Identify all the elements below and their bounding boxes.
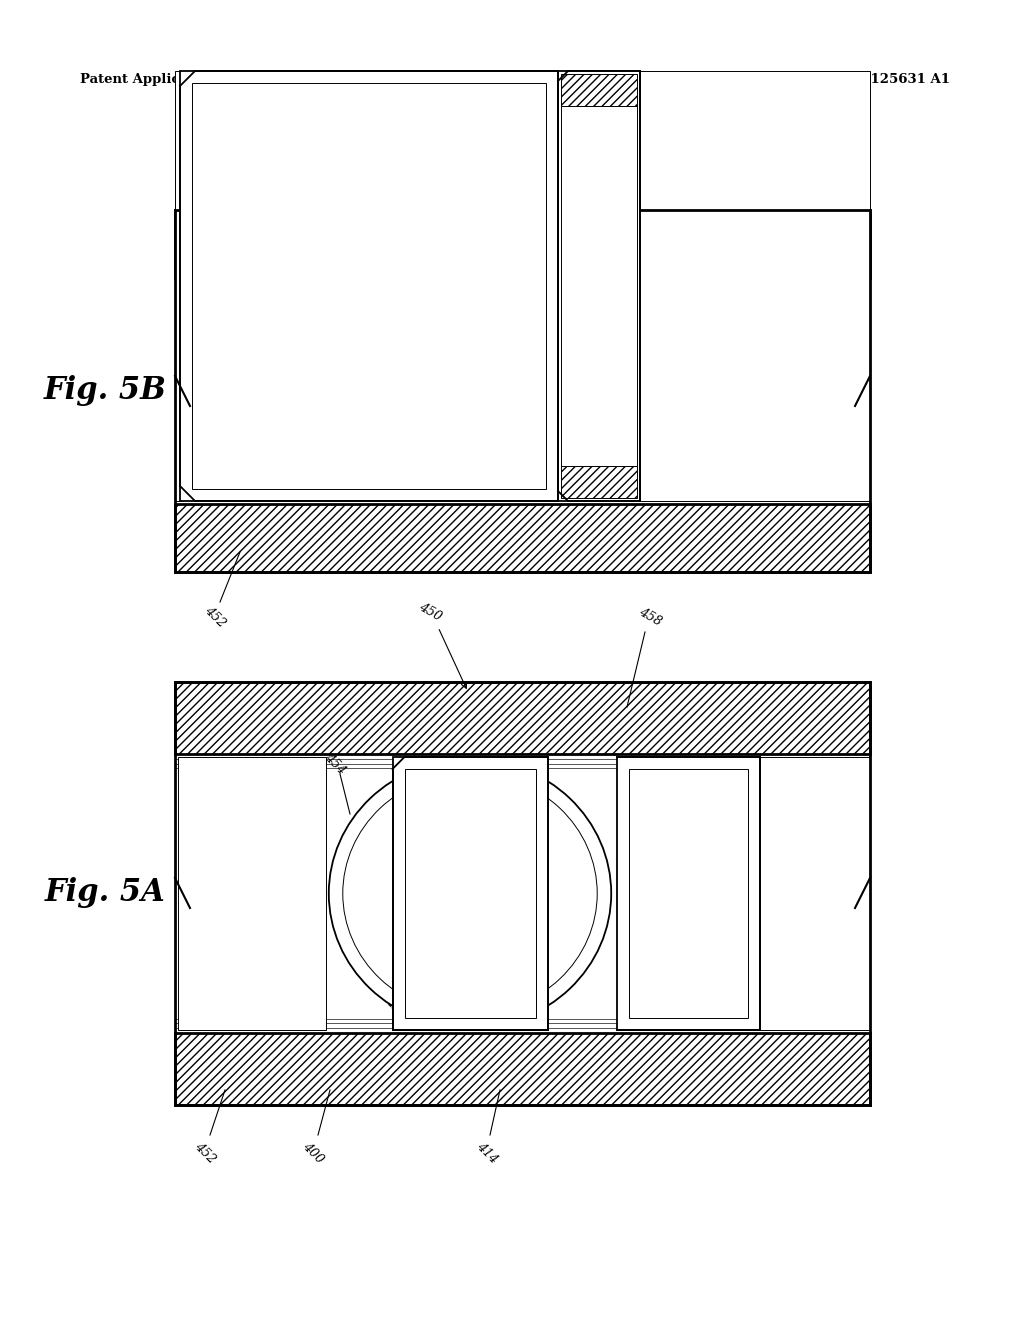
Bar xyxy=(175,1034,870,1105)
Text: US 2012/0125631 A1: US 2012/0125631 A1 xyxy=(794,74,950,87)
Text: 450: 450 xyxy=(417,601,443,623)
Text: 452: 452 xyxy=(202,605,228,630)
Bar xyxy=(175,682,870,754)
Text: 454: 454 xyxy=(387,292,413,318)
Bar xyxy=(629,770,748,1018)
Bar xyxy=(193,83,546,488)
Text: 414: 414 xyxy=(474,1140,500,1166)
Text: 425K: 425K xyxy=(443,828,476,859)
Bar xyxy=(561,74,637,106)
Text: 400: 400 xyxy=(300,1140,326,1166)
Text: 452: 452 xyxy=(191,1140,218,1166)
Text: 455: 455 xyxy=(274,358,301,384)
Text: Fig. 5A: Fig. 5A xyxy=(45,878,165,908)
Text: 456: 456 xyxy=(647,861,673,887)
Text: 455: 455 xyxy=(242,850,268,876)
Bar xyxy=(404,770,536,1018)
Bar xyxy=(558,71,640,502)
Text: 404: 404 xyxy=(669,962,695,989)
Bar xyxy=(175,71,183,502)
Text: 420: 420 xyxy=(382,995,409,1022)
Text: 400: 400 xyxy=(480,455,506,482)
Bar xyxy=(175,210,870,279)
Text: May 24, 2012  Sheet 7 of 13: May 24, 2012 Sheet 7 of 13 xyxy=(409,74,615,87)
Ellipse shape xyxy=(329,759,611,1028)
Bar xyxy=(175,504,870,572)
Text: 458: 458 xyxy=(636,606,664,628)
Bar xyxy=(178,756,326,1030)
Text: 404: 404 xyxy=(667,240,693,267)
Bar xyxy=(180,71,558,502)
Text: 402: 402 xyxy=(611,133,639,157)
Text: 454: 454 xyxy=(322,751,348,777)
Text: Fig. 5B: Fig. 5B xyxy=(44,375,167,407)
Text: 450: 450 xyxy=(396,128,424,152)
Bar xyxy=(561,466,637,498)
Text: 405: 405 xyxy=(457,911,483,937)
Bar xyxy=(640,71,870,502)
Bar xyxy=(617,756,760,1030)
Bar xyxy=(760,756,870,1030)
Text: 456: 456 xyxy=(692,397,718,424)
Bar xyxy=(175,210,870,572)
Bar xyxy=(392,756,548,1030)
Bar xyxy=(561,106,637,466)
Bar xyxy=(175,682,870,1105)
Text: Patent Application Publication: Patent Application Publication xyxy=(80,74,307,87)
